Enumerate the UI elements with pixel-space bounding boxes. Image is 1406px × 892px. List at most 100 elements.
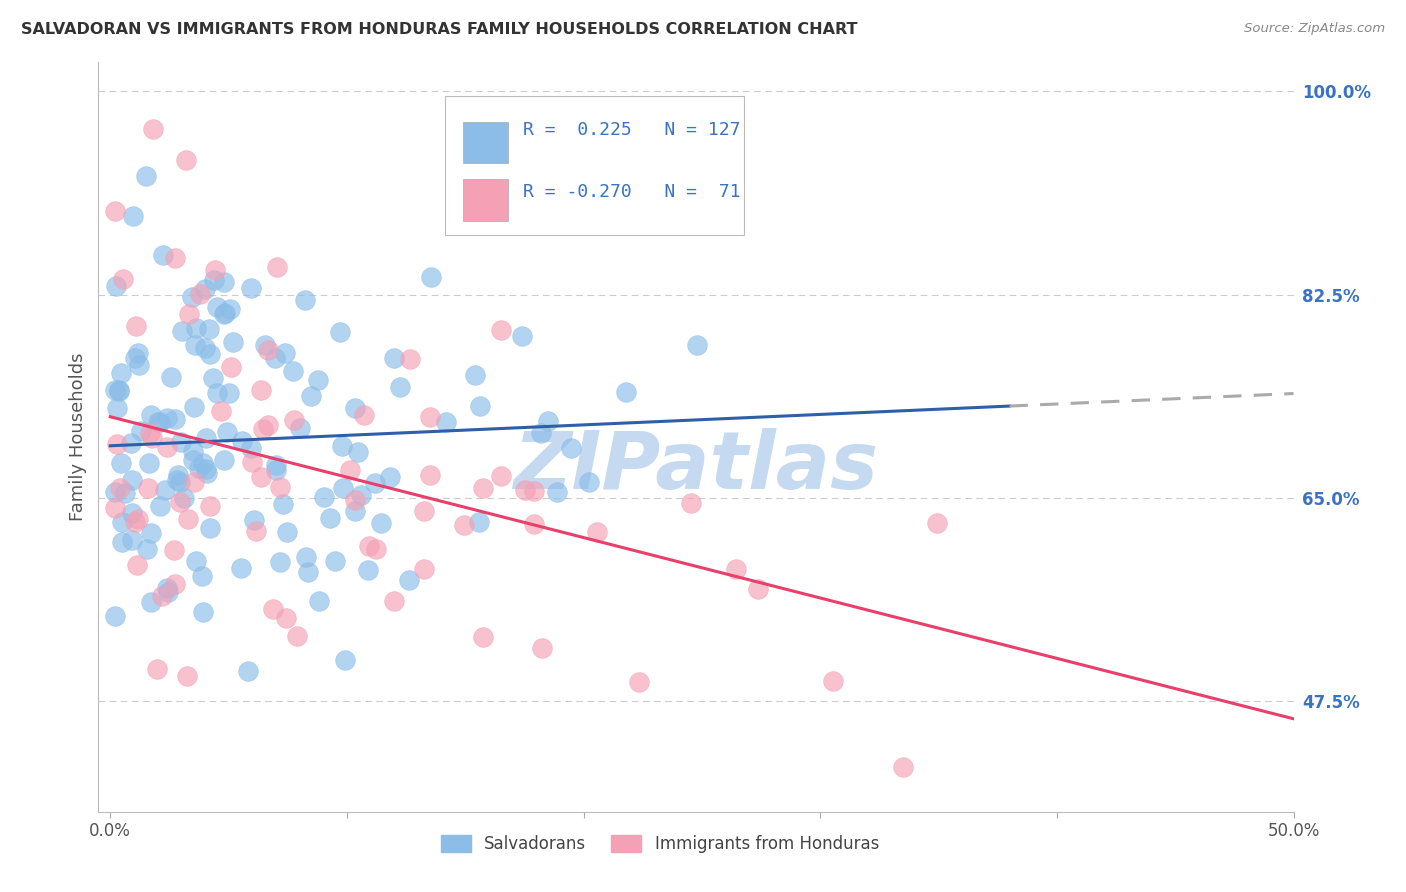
Point xyxy=(127,558,149,572)
Bar xyxy=(463,179,509,220)
Point xyxy=(121,506,143,520)
Point xyxy=(679,495,702,509)
Point xyxy=(212,307,235,321)
Point xyxy=(269,480,291,494)
Point xyxy=(357,539,380,553)
Point xyxy=(219,301,242,316)
Point xyxy=(191,605,214,619)
Point xyxy=(111,515,134,529)
Text: R =  0.225   N = 127: R = 0.225 N = 127 xyxy=(523,121,740,139)
Point xyxy=(141,431,163,445)
Point xyxy=(183,475,205,489)
Point xyxy=(489,468,512,483)
Point xyxy=(155,483,177,497)
Point xyxy=(523,516,546,531)
Point xyxy=(537,414,560,428)
Bar xyxy=(463,121,509,163)
Point xyxy=(201,371,224,385)
Point xyxy=(283,412,305,426)
Point xyxy=(163,251,186,265)
Point xyxy=(107,384,129,398)
Point xyxy=(191,456,214,470)
Point xyxy=(110,366,132,380)
Y-axis label: Family Households: Family Households xyxy=(69,353,87,521)
Point xyxy=(110,456,132,470)
Point xyxy=(142,121,165,136)
Point xyxy=(134,169,156,184)
Point xyxy=(170,435,193,450)
Point xyxy=(184,321,207,335)
Point xyxy=(166,473,188,487)
Point xyxy=(264,458,287,472)
Point xyxy=(319,511,342,525)
Point xyxy=(124,351,146,365)
Point xyxy=(389,380,412,394)
Point xyxy=(124,516,146,530)
Point xyxy=(121,533,143,547)
Point xyxy=(127,346,149,360)
Point xyxy=(218,386,240,401)
Point xyxy=(190,569,212,583)
Point xyxy=(181,290,204,304)
Point xyxy=(174,153,197,168)
Point xyxy=(148,415,170,429)
Point xyxy=(453,518,475,533)
Point xyxy=(184,554,207,568)
Point xyxy=(283,364,305,378)
Point xyxy=(198,347,221,361)
Point xyxy=(152,248,174,262)
Point xyxy=(531,641,554,656)
Point xyxy=(489,323,512,337)
Point xyxy=(139,425,162,440)
Point xyxy=(262,602,284,616)
Point xyxy=(252,422,274,436)
Point xyxy=(212,453,235,467)
Point xyxy=(413,562,436,576)
Point xyxy=(333,653,356,667)
Point xyxy=(325,553,347,567)
Point xyxy=(471,481,494,495)
Point xyxy=(104,484,127,499)
Point xyxy=(183,338,205,352)
Point xyxy=(329,325,352,339)
Point xyxy=(177,512,200,526)
Point xyxy=(125,318,148,333)
Point xyxy=(105,436,128,450)
Point xyxy=(269,555,291,569)
Point xyxy=(614,385,637,400)
Point xyxy=(179,308,201,322)
Point xyxy=(250,383,273,397)
Point xyxy=(108,481,131,495)
Point xyxy=(891,760,914,774)
Point xyxy=(157,585,180,599)
Point xyxy=(136,542,159,557)
Point xyxy=(245,524,267,538)
Point xyxy=(197,322,219,336)
Point xyxy=(167,467,190,482)
Point xyxy=(127,512,149,526)
Point xyxy=(114,486,136,500)
Point xyxy=(104,203,127,218)
Point xyxy=(121,473,143,487)
Point xyxy=(353,408,375,422)
Point xyxy=(111,535,134,549)
Text: R = -0.270   N =  71: R = -0.270 N = 71 xyxy=(523,183,740,201)
Point xyxy=(530,426,553,441)
Point xyxy=(149,415,172,429)
Point xyxy=(122,210,145,224)
Point xyxy=(419,410,441,425)
Point xyxy=(578,475,600,490)
Point xyxy=(240,454,263,468)
Point xyxy=(472,630,495,644)
Point xyxy=(104,501,127,516)
Point xyxy=(169,495,191,509)
Point xyxy=(104,609,127,624)
Point xyxy=(523,484,546,499)
Point xyxy=(686,338,709,352)
Point xyxy=(347,445,370,459)
Point xyxy=(724,562,747,576)
Point xyxy=(104,384,127,398)
Point xyxy=(357,563,380,577)
Point xyxy=(464,368,486,382)
Point xyxy=(198,521,221,535)
